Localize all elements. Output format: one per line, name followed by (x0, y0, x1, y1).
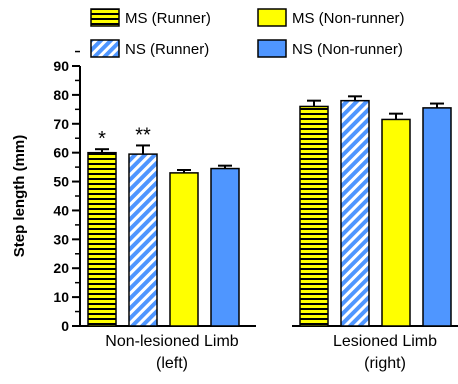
category-label: Lesioned Limb (333, 333, 437, 350)
labels: * **Non-lesioned Limb(left)Lesioned Limb(… (98, 124, 437, 372)
bar (128, 153, 158, 327)
significance-marker: * (98, 128, 106, 150)
bars (87, 95, 452, 327)
y-tick-label: 10 (53, 289, 69, 305)
y-tick-label: 60 (53, 145, 69, 161)
bar (210, 167, 240, 327)
y-tick-label: 80 (53, 87, 69, 103)
category-sublabel: (right) (364, 355, 406, 372)
y-axis-label: Step length (mm) (11, 135, 28, 258)
bar (381, 118, 411, 327)
bar (422, 107, 452, 327)
y-tick-label: 40 (53, 202, 69, 218)
category-label: Non-lesioned Limb (105, 333, 239, 350)
legend-label: NS (Runner) (125, 41, 209, 58)
legend-swatch (257, 8, 287, 27)
bar (87, 151, 117, 327)
legend-label: NS (Non-runner) (292, 41, 403, 58)
legend-label: MS (Runner) (125, 10, 211, 27)
y-tick-label: 20 (53, 260, 69, 276)
legend-swatch (257, 39, 287, 58)
legend-swatch (90, 39, 120, 58)
y-tick-label: 70 (53, 116, 69, 132)
bar (169, 172, 199, 327)
y-tick-label: 30 (53, 231, 69, 247)
bar (340, 99, 370, 327)
legend-label: MS (Non-runner) (292, 10, 405, 27)
legend: MS (Runner) MS (Non-runner) NS (Runner) NS … (90, 8, 405, 58)
y-tick-label: 50 (53, 174, 69, 190)
y-tick-label: 90 (53, 58, 69, 74)
bar (299, 105, 329, 327)
category-sublabel: (left) (156, 355, 188, 372)
significance-marker: ** (135, 124, 151, 146)
y-tick-label: 0 (61, 318, 69, 334)
legend-swatch (90, 8, 120, 27)
